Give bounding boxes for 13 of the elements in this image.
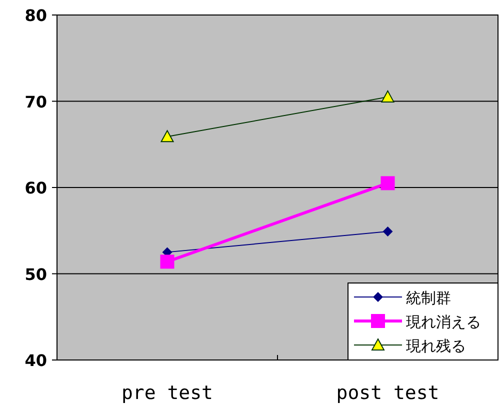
y-tick-label: 60	[24, 178, 47, 198]
point	[160, 254, 174, 269]
x-tick-label: pre test	[121, 382, 214, 404]
point	[380, 176, 395, 190]
y-tick-label: 70	[24, 92, 47, 112]
x-tick-label: post test	[336, 382, 440, 404]
y-tick-label: 40	[24, 351, 47, 370]
y-tick-label: 50	[24, 264, 47, 284]
legend-label: 統制群	[406, 289, 451, 307]
legend-label: 現れ残る	[406, 337, 466, 355]
legend-label: 現れ消える	[406, 313, 481, 331]
y-tick-label: 80	[24, 6, 47, 25]
point	[382, 226, 393, 236]
